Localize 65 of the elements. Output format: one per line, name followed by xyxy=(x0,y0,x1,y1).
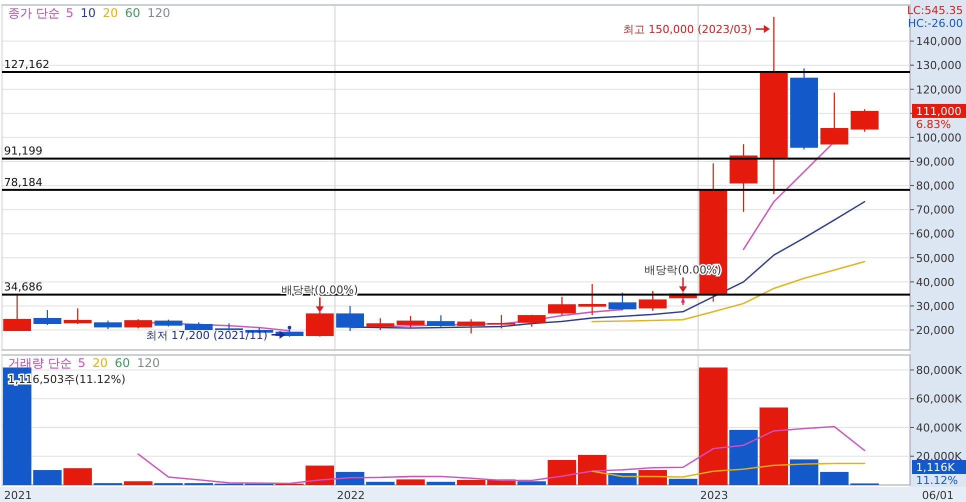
candlestick xyxy=(396,315,425,329)
candlestick xyxy=(64,308,92,325)
bar xyxy=(548,460,576,485)
bar xyxy=(638,470,667,485)
candlestick xyxy=(457,318,486,334)
y-tick-label: 90,000 xyxy=(916,155,954,168)
bar xyxy=(124,481,152,485)
annotation: 최고 150,000 (2023/03) xyxy=(623,23,752,36)
bar xyxy=(517,481,546,485)
line-series xyxy=(138,426,866,484)
y-tick-label: 40,000K xyxy=(916,421,962,434)
text: 06/01 xyxy=(922,489,954,502)
text: 11.12% xyxy=(916,474,958,487)
y-tick-label: 50,000 xyxy=(916,252,954,265)
x-tick-label: 2022 xyxy=(336,489,365,502)
candlestick xyxy=(487,314,516,329)
annotation: LC:545.35 xyxy=(906,4,963,17)
y-tick-label: 20,000K xyxy=(916,450,962,464)
y-tick-label: 130,000 xyxy=(916,59,962,72)
ref-line-label: 91,199 xyxy=(4,144,42,158)
candlestick xyxy=(578,283,606,316)
legend-title: 거래량 단순 xyxy=(8,356,72,370)
legend-title: 종가 단순 xyxy=(8,6,60,20)
ref-line-label: 78,184 xyxy=(4,176,42,189)
legend-label: 120 xyxy=(147,6,170,20)
line-series xyxy=(592,260,866,322)
text: 5 xyxy=(78,356,86,370)
y-tick-label: 30,000 xyxy=(916,300,954,313)
text: 20 xyxy=(92,356,108,370)
annotation: 최저 17,200 (2021/11) xyxy=(146,328,268,342)
legend-label: 60 xyxy=(114,356,130,370)
bar xyxy=(668,478,698,485)
text: 20 xyxy=(102,6,118,20)
text: 6.83% xyxy=(916,118,951,131)
annotation: HC:-26.00 xyxy=(908,17,963,30)
text: 10 xyxy=(80,6,96,20)
y-tick-label: 100,000 xyxy=(916,131,962,144)
line-series xyxy=(592,462,866,478)
y-tick-label: 140,000 xyxy=(916,35,962,48)
bar xyxy=(426,482,456,485)
text: 1,116K xyxy=(916,461,956,474)
text: 5 xyxy=(66,6,74,20)
y-tick-label: 80,000 xyxy=(916,180,954,193)
candlestick xyxy=(366,318,394,331)
bar xyxy=(760,407,788,485)
ref-line-label: 127,162 xyxy=(4,58,50,72)
bar xyxy=(396,479,425,485)
annotation: 배당락(0.00%) xyxy=(282,283,358,296)
x-tick-label: 2023 xyxy=(700,489,728,502)
text: 111,000 xyxy=(916,104,962,118)
y-tick-label: 60,000K xyxy=(916,392,962,406)
y-tick-label: 40,000 xyxy=(916,276,954,289)
bar xyxy=(699,368,728,485)
y-tick-label: 20,000 xyxy=(916,324,954,338)
x-tick-label: 2021 xyxy=(4,489,32,502)
y-tick-label: 120,000 xyxy=(916,83,962,96)
y-tick-label: 60,000 xyxy=(916,228,954,241)
bar xyxy=(729,430,758,485)
bar xyxy=(578,454,606,485)
y-tick-label: 80,000K xyxy=(916,364,962,377)
bar xyxy=(63,468,92,485)
legend-label: 120 xyxy=(137,356,160,370)
y-tick-label: 70,000 xyxy=(916,204,954,217)
legend-label: 60 xyxy=(125,6,140,20)
ref-line-label: 34,686 xyxy=(4,280,42,294)
